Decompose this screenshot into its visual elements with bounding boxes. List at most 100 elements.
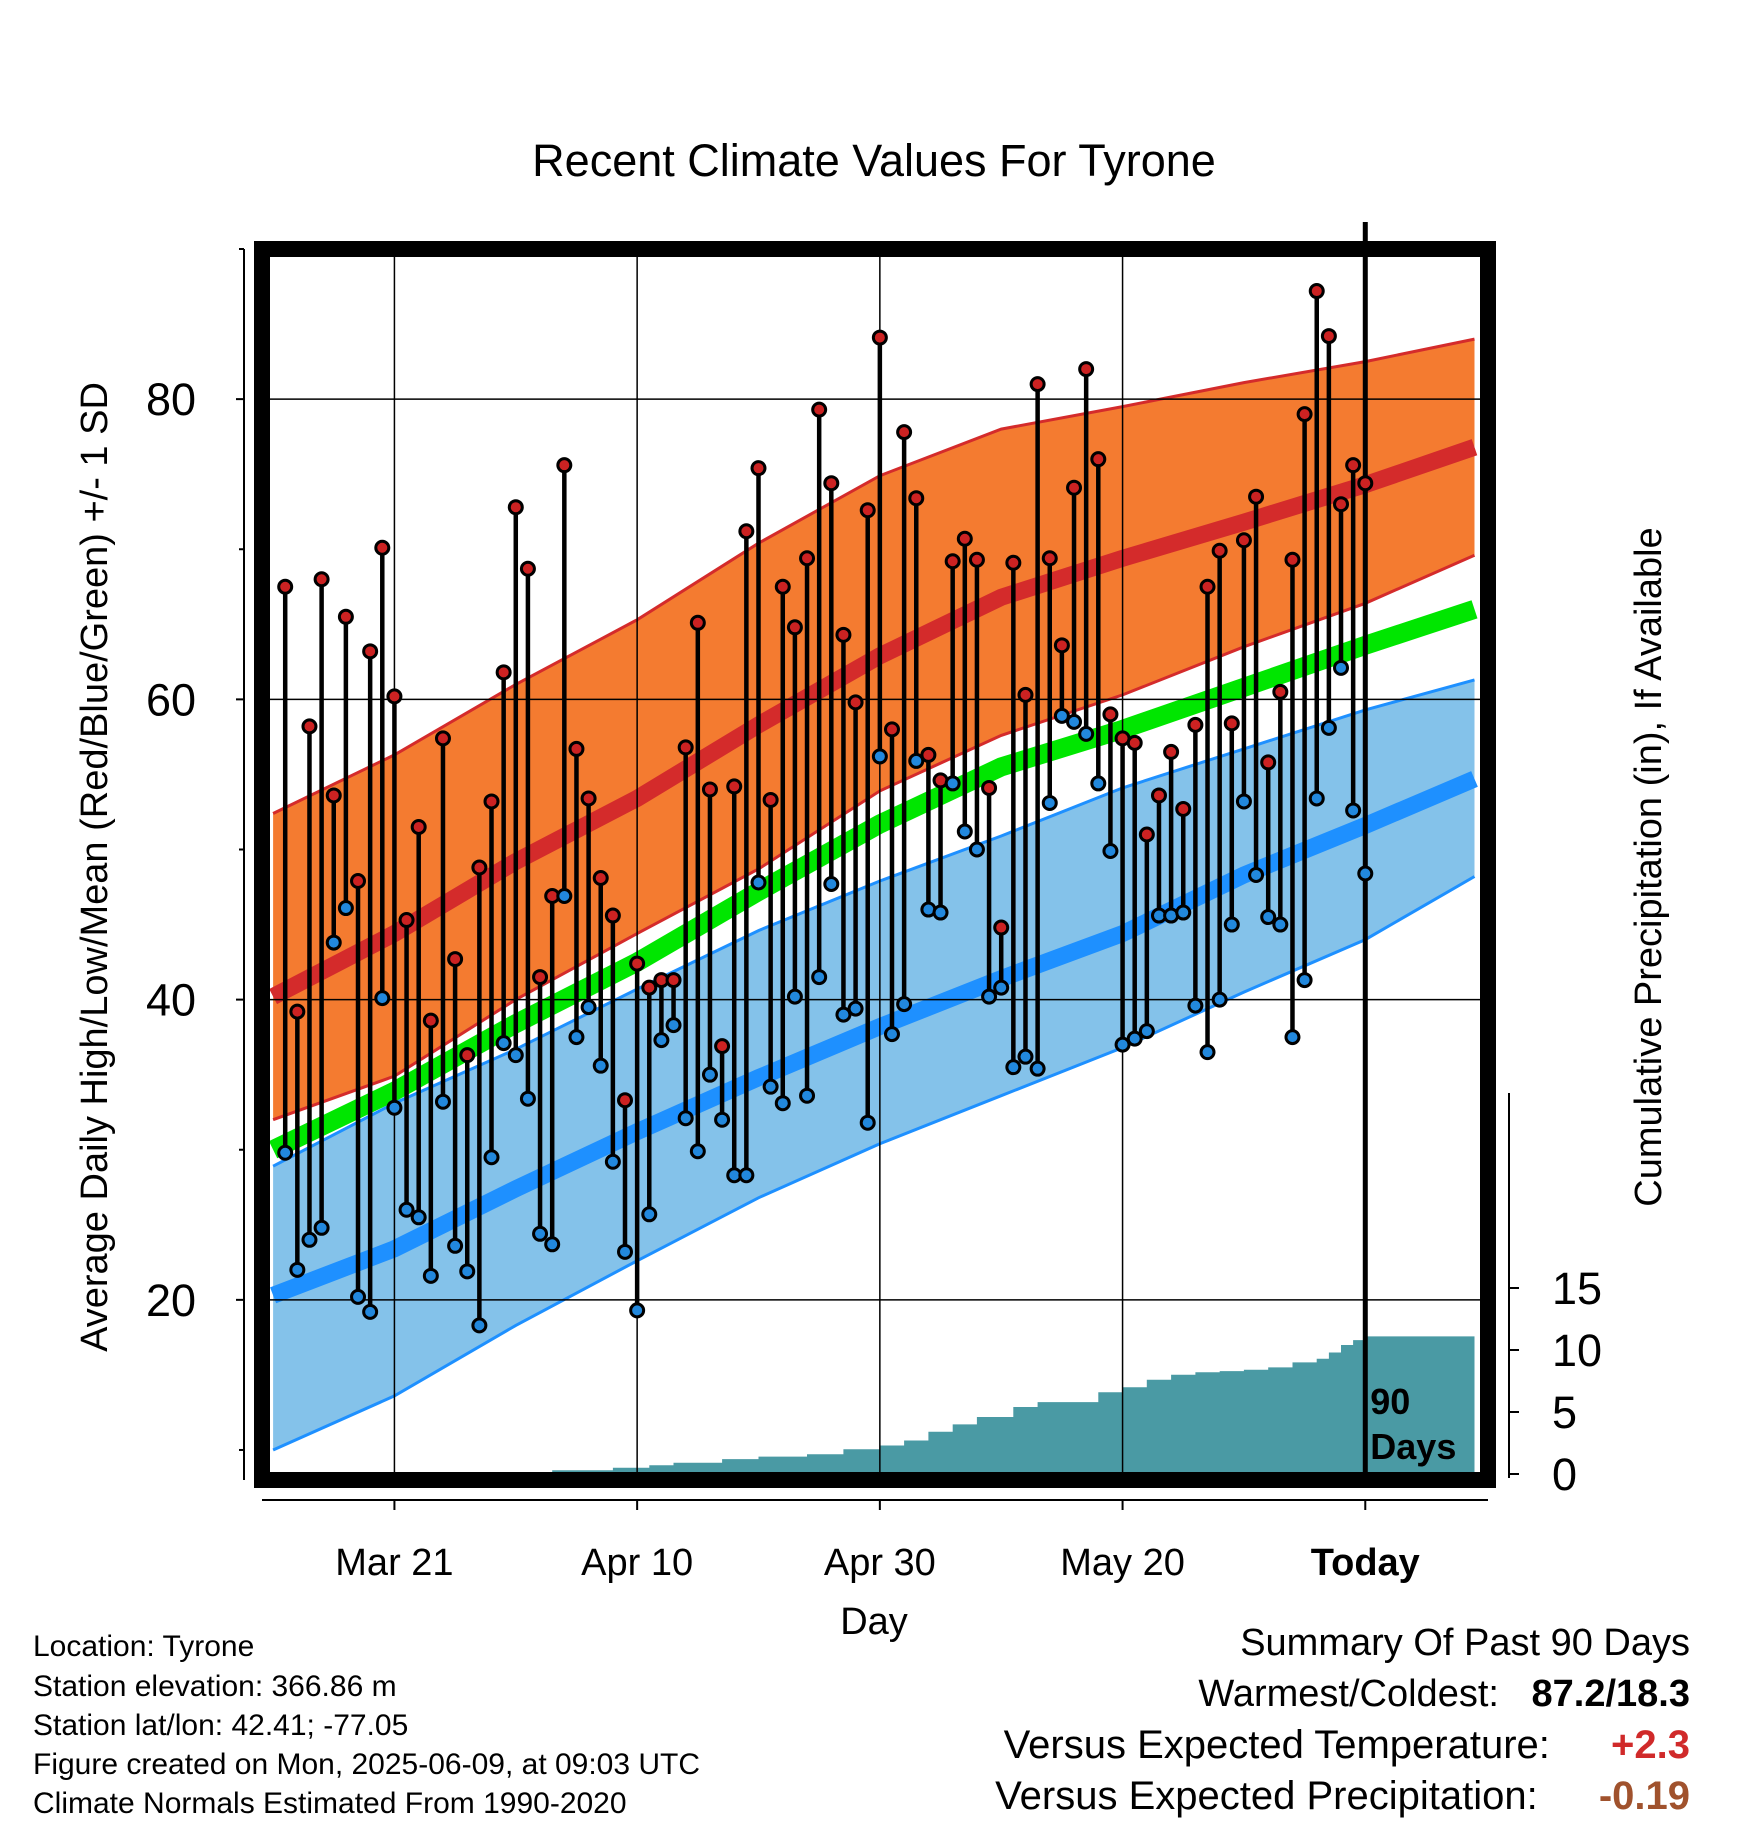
high-point (1126, 734, 1143, 751)
high-point (762, 791, 779, 808)
low-point (410, 1209, 427, 1226)
high-point (568, 740, 585, 757)
low-point (701, 1066, 718, 1083)
high-point (677, 739, 694, 756)
high-point (689, 614, 706, 631)
precipitation-layer (273, 1336, 1475, 1474)
low-point (774, 1095, 791, 1112)
low-point (556, 888, 573, 905)
low-point (859, 1114, 876, 1131)
y2-tick-label: 5 (1552, 1387, 1577, 1438)
high-point (592, 870, 609, 887)
low-point (459, 1263, 476, 1280)
low-point (1284, 1029, 1301, 1046)
low-point (313, 1219, 330, 1236)
low-point (1333, 659, 1350, 676)
high-point (410, 818, 427, 835)
high-point (1308, 283, 1325, 300)
low-point (1223, 916, 1240, 933)
x-tick-label: Apr 10 (581, 1542, 693, 1584)
high-point (956, 530, 973, 547)
high-point (362, 643, 379, 660)
high-point (495, 664, 512, 681)
y2-tick-label: 10 (1552, 1325, 1602, 1376)
high-point (1053, 637, 1070, 654)
footer-created: Figure created on Mon, 2025-06-09, at 09… (33, 1748, 701, 1781)
low-point (289, 1261, 306, 1278)
low-point (1017, 1048, 1034, 1065)
high-point (641, 979, 658, 996)
high-point (908, 490, 925, 507)
y-tick-label: 20 (146, 1275, 196, 1326)
low-point (968, 841, 985, 858)
low-point (386, 1099, 403, 1116)
high-point (1199, 578, 1216, 595)
high-point (1345, 457, 1362, 474)
high-point (811, 401, 828, 418)
high-point (871, 329, 888, 346)
low-point (689, 1143, 706, 1160)
low-point (301, 1231, 318, 1248)
high-point (556, 457, 573, 474)
high-point (738, 523, 755, 540)
low-point (738, 1167, 755, 1184)
high-point (1041, 550, 1058, 567)
low-point (1357, 865, 1374, 882)
high-point (823, 475, 840, 492)
low-point (665, 1017, 682, 1034)
high-point (665, 972, 682, 989)
low-point (532, 1225, 549, 1242)
low-point (823, 876, 840, 893)
low-point (1272, 916, 1289, 933)
high-point (374, 539, 391, 556)
low-point (1187, 997, 1204, 1014)
plot-border (254, 241, 1496, 1488)
low-point (835, 1006, 852, 1023)
low-point (568, 1029, 585, 1046)
temperature-label: Versus Expected Temperature: (1003, 1723, 1550, 1767)
high-point (1296, 406, 1313, 423)
precipitation-value: -0.19 (1598, 1774, 1690, 1818)
low-point (1066, 713, 1083, 730)
y-axis-label: Average Daily High/Low/Mean (Red/Blue/Gr… (74, 382, 116, 1352)
high-point (277, 578, 294, 595)
low-point (1053, 707, 1070, 724)
low-point (1308, 790, 1325, 807)
low-point (1320, 719, 1337, 736)
low-point (932, 904, 949, 921)
high-point (483, 793, 500, 810)
low-point (1078, 725, 1095, 742)
low-point (592, 1057, 609, 1074)
high-point (1272, 683, 1289, 700)
low-point (1235, 793, 1252, 810)
high-point (1187, 716, 1204, 733)
high-point (1029, 376, 1046, 393)
low-point (519, 1090, 536, 1107)
high-point (726, 778, 743, 795)
low-point (483, 1149, 500, 1166)
high-point (750, 460, 767, 477)
axes-layer: 20 40 60 80 0 5 10 15 Mar 21 Apr 10 Apr 30 May 20 To… (146, 248, 1602, 1584)
high-point (580, 790, 597, 807)
low-point (495, 1035, 512, 1052)
x-tick-label: May 20 (1060, 1542, 1185, 1584)
low-point (1211, 991, 1228, 1008)
y2-tick-label: 15 (1552, 1263, 1602, 1314)
low-point (1199, 1044, 1216, 1061)
high-point (1235, 532, 1252, 549)
high-point (350, 873, 367, 890)
y2-axis-label: Cumulative Precipitation (in), If Availa… (1628, 527, 1670, 1206)
high-point (1017, 686, 1034, 703)
low-point (325, 934, 342, 951)
high-point (519, 560, 536, 577)
high-point (1066, 479, 1083, 496)
chart-title: Recent Climate Values For Tyrone (532, 135, 1216, 186)
low-point (398, 1201, 415, 1218)
low-point (580, 999, 597, 1016)
high-point (896, 424, 913, 441)
low-point (847, 1000, 864, 1017)
low-point (1296, 972, 1313, 989)
x-tick-label: Mar 21 (335, 1542, 453, 1584)
high-point (1260, 754, 1277, 771)
y-tick-label: 60 (146, 674, 196, 725)
